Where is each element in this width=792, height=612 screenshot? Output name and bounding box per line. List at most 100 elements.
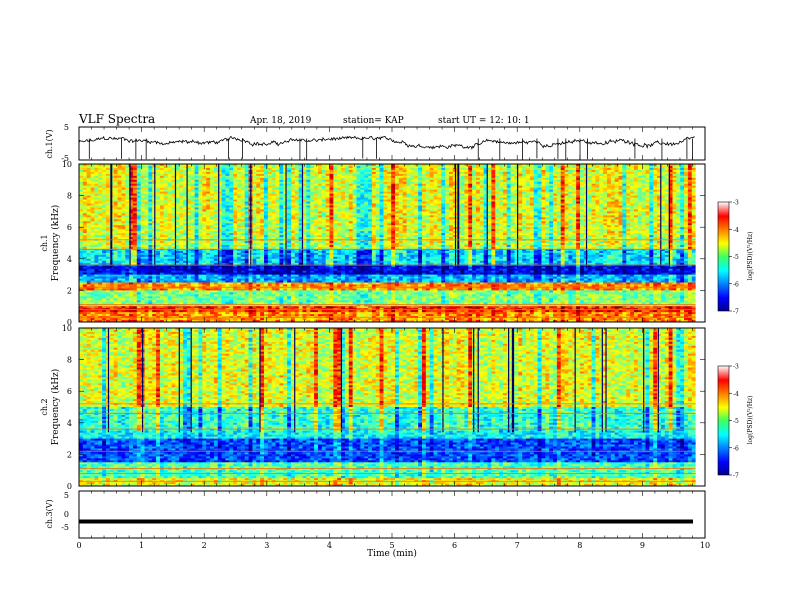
spectrogram-cell xyxy=(599,164,604,167)
spectrogram-cell xyxy=(391,171,396,175)
spectrogram-cell xyxy=(213,197,219,200)
spectrogram-cell xyxy=(240,165,246,169)
spectrogram-cell xyxy=(387,171,392,175)
spectrogram-cell xyxy=(98,187,103,191)
spectrogram-cell xyxy=(267,191,273,195)
spectrogram-cell xyxy=(649,181,654,185)
spectrogram-cell xyxy=(240,169,246,173)
spectrogram-cell xyxy=(491,183,496,187)
spectrogram-cell xyxy=(387,173,392,177)
spectrogram-cell xyxy=(472,177,477,181)
spectrogram-cell xyxy=(140,181,145,185)
spectrogram-cell xyxy=(371,181,377,185)
spectrogram-cell xyxy=(618,183,623,187)
spectrogram-cell xyxy=(321,175,327,179)
spectrogram-cell xyxy=(425,201,431,204)
spectrogram-cell xyxy=(410,183,415,187)
spectrogram-cell xyxy=(645,171,650,175)
spectrogram-cell xyxy=(541,169,546,173)
spectrogram-cell xyxy=(437,195,442,198)
spectrogram-cell xyxy=(387,199,392,202)
spectrogram-cell xyxy=(356,165,361,169)
spectrogram-cell xyxy=(283,167,288,171)
spectrogram-cell xyxy=(657,177,662,181)
spectrogram-cell xyxy=(321,201,327,204)
spectrogram-cell xyxy=(502,193,508,197)
spectrogram-cell xyxy=(556,169,562,173)
spectrogram-cell xyxy=(568,191,573,195)
spectrogram-cell xyxy=(680,183,685,187)
spectrogram-cell xyxy=(537,173,542,177)
spectrogram-cell xyxy=(660,164,666,167)
spectrogram-cell xyxy=(244,197,249,200)
spectrogram-cell xyxy=(90,197,95,200)
spectrogram-cell xyxy=(633,181,639,185)
spectrogram-cell xyxy=(287,195,292,198)
spectrogram-cell xyxy=(341,183,346,187)
spectrogram-cell xyxy=(186,169,192,173)
spectrogram-cell xyxy=(279,191,284,195)
spectrogram-cell xyxy=(186,205,192,208)
spectrogram-cell xyxy=(136,195,142,198)
spectrogram-cell xyxy=(263,185,269,189)
spectrogram-cell xyxy=(533,167,538,171)
spectrogram-cell xyxy=(98,193,103,197)
spectrogram-cell xyxy=(260,197,265,200)
spectrogram-cell xyxy=(360,199,365,202)
spectrogram-cell xyxy=(564,195,569,198)
spectrogram-cell xyxy=(599,167,604,171)
spectrogram-cell xyxy=(410,181,415,185)
spectrogram-cell xyxy=(591,175,596,179)
spectrogram-cell xyxy=(132,171,138,175)
spectrogram-cell xyxy=(237,183,242,187)
spectrogram-cell xyxy=(287,164,292,167)
spectrogram-cell xyxy=(275,167,280,171)
spectrogram-cell xyxy=(429,183,434,187)
spectrogram-cell xyxy=(676,191,681,195)
spectrogram-cell xyxy=(610,201,616,204)
spectrogram-cell xyxy=(626,171,631,175)
spectrogram-cell xyxy=(233,203,238,206)
spectrogram-cell xyxy=(606,171,612,175)
spectrogram-cell xyxy=(163,203,169,206)
spectrogram-cell xyxy=(267,185,273,189)
spectrogram-cell xyxy=(94,189,99,193)
spectrogram-cell xyxy=(179,181,184,185)
spectrogram-cell xyxy=(310,201,315,204)
spectrogram-cell xyxy=(368,169,373,173)
spectrogram-cell xyxy=(206,167,211,171)
spectrogram-cell xyxy=(518,164,523,167)
spectrogram-cell xyxy=(495,189,500,193)
spectrogram-cell xyxy=(518,185,523,189)
spectrogram-cell xyxy=(321,193,327,197)
spectrogram-cell xyxy=(90,165,95,169)
spectrogram-cell xyxy=(244,181,249,185)
spectrogram-cell xyxy=(468,191,473,195)
spectrogram-cell xyxy=(144,185,149,189)
spectrogram-cell xyxy=(668,201,673,204)
spectrogram-cell xyxy=(464,195,469,198)
spectrogram-cell xyxy=(445,189,450,193)
spectrogram-cell xyxy=(186,185,192,189)
spectrogram-cell xyxy=(129,179,134,183)
spectrogram-cell xyxy=(645,177,650,181)
spectrogram-cell xyxy=(479,201,485,204)
spectrogram-cell xyxy=(460,167,465,171)
spectrogram-cell xyxy=(113,187,118,191)
spectrogram-cell xyxy=(344,164,350,167)
spectrogram-cell xyxy=(472,175,477,179)
spectrogram-cell xyxy=(368,179,373,183)
spectrogram-cell xyxy=(379,199,384,202)
spectrogram-cell xyxy=(487,191,492,195)
spectrogram-cell xyxy=(433,179,438,183)
spectrogram-cell xyxy=(156,189,161,193)
spectrogram-cell xyxy=(549,203,554,206)
spectrogram-cell xyxy=(483,187,488,191)
spectrogram-cell xyxy=(618,169,623,173)
spectrogram-cell xyxy=(198,199,203,202)
spectrogram-cell xyxy=(595,179,600,183)
spectrogram-cell xyxy=(487,185,492,189)
spectrogram-cell xyxy=(464,165,469,169)
spectrogram-cell xyxy=(398,199,404,202)
spectrogram-cell xyxy=(429,201,434,204)
